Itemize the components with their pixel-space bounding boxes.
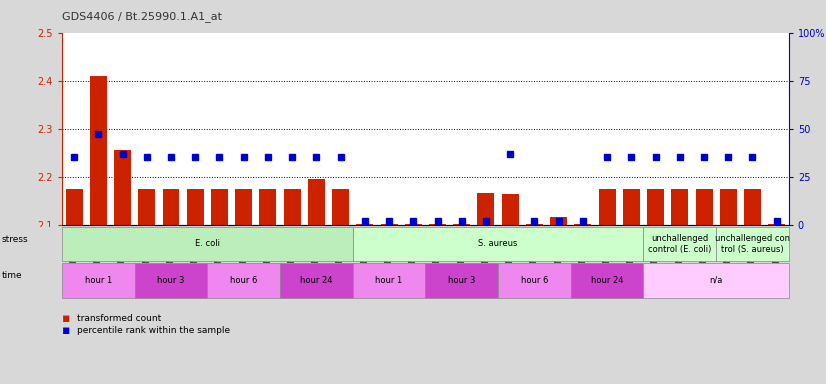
- Bar: [599, 189, 615, 225]
- Text: n/a: n/a: [710, 276, 723, 285]
- Bar: [526, 224, 543, 225]
- Text: hour 24: hour 24: [591, 276, 624, 285]
- Bar: [283, 189, 301, 225]
- Bar: [187, 189, 204, 225]
- Bar: [308, 179, 325, 225]
- Bar: [405, 224, 422, 225]
- Text: hour 3: hour 3: [157, 276, 185, 285]
- Bar: [332, 189, 349, 225]
- Bar: [356, 224, 373, 225]
- Bar: [65, 189, 83, 225]
- Text: GDS4406 / Bt.25990.1.A1_at: GDS4406 / Bt.25990.1.A1_at: [62, 12, 222, 22]
- Text: E. coli: E. coli: [195, 239, 220, 248]
- Bar: [163, 189, 179, 225]
- Text: transformed count: transformed count: [77, 314, 161, 323]
- Bar: [672, 189, 688, 225]
- Text: ▪: ▪: [62, 324, 70, 337]
- Bar: [501, 194, 519, 225]
- Text: hour 6: hour 6: [230, 276, 258, 285]
- Text: hour 3: hour 3: [448, 276, 476, 285]
- Text: hour 1: hour 1: [85, 276, 112, 285]
- Bar: [623, 189, 640, 225]
- Bar: [211, 189, 228, 225]
- Text: time: time: [2, 271, 22, 280]
- Bar: [768, 224, 786, 225]
- Bar: [574, 224, 591, 225]
- Bar: [90, 76, 107, 225]
- Bar: [235, 189, 252, 225]
- Text: stress: stress: [2, 235, 28, 244]
- Bar: [695, 189, 713, 225]
- Bar: [114, 150, 131, 225]
- Text: hour 1: hour 1: [376, 276, 402, 285]
- Bar: [550, 217, 567, 225]
- Bar: [744, 189, 761, 225]
- Bar: [381, 224, 397, 225]
- Bar: [138, 189, 155, 225]
- Text: ▪: ▪: [62, 312, 70, 325]
- Bar: [647, 189, 664, 225]
- Text: S. aureus: S. aureus: [478, 239, 518, 248]
- Bar: [429, 224, 446, 225]
- Bar: [477, 194, 495, 225]
- Text: hour 24: hour 24: [300, 276, 333, 285]
- Text: unchallenged con
trol (S. aureus): unchallenged con trol (S. aureus): [715, 234, 790, 253]
- Bar: [453, 224, 470, 225]
- Text: unchallenged
control (E. coli): unchallenged control (E. coli): [648, 234, 711, 253]
- Bar: [719, 189, 737, 225]
- Text: percentile rank within the sample: percentile rank within the sample: [77, 326, 230, 335]
- Text: hour 6: hour 6: [520, 276, 548, 285]
- Bar: [259, 189, 277, 225]
